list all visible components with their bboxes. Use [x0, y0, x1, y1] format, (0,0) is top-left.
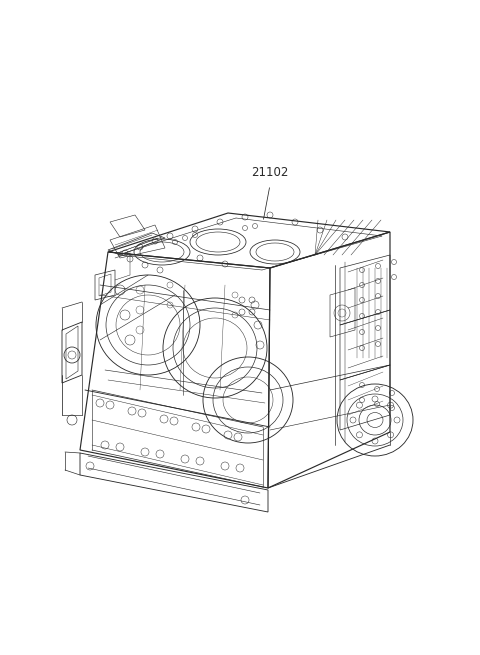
Text: 21102: 21102 [252, 166, 288, 179]
